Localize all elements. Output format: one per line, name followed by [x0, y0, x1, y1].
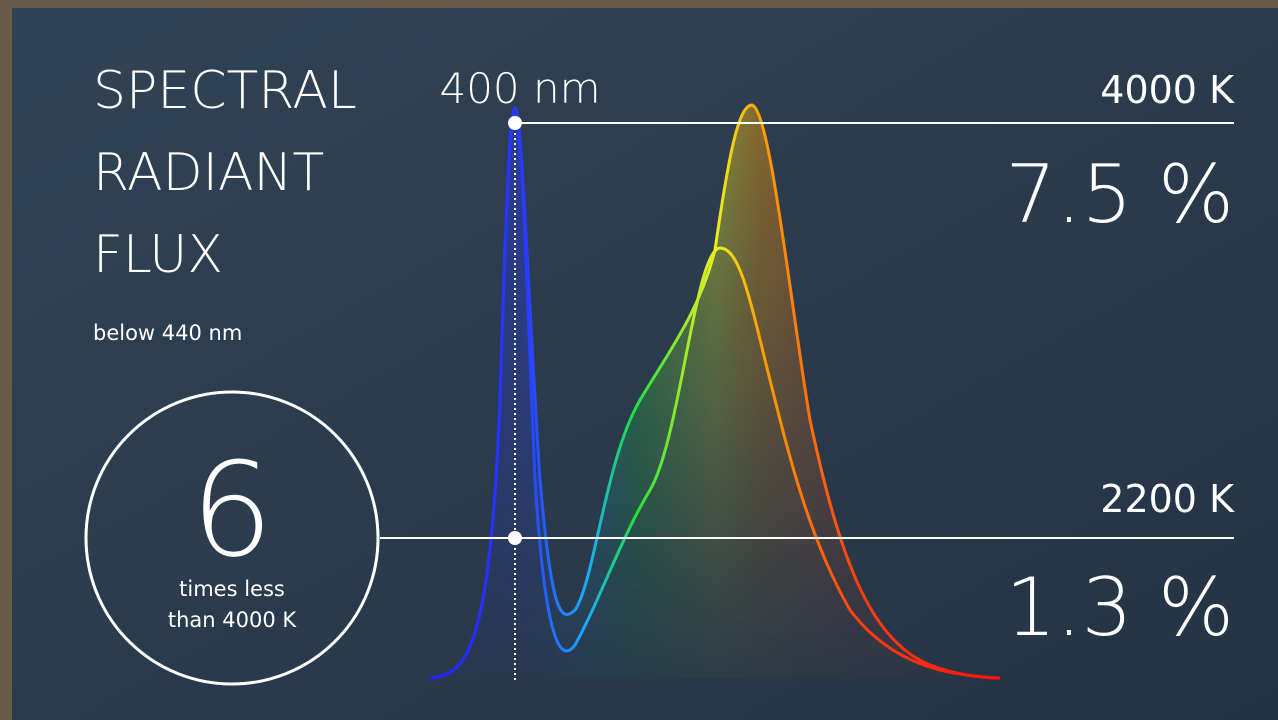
comparison-caption: than 4000 K — [168, 608, 298, 632]
row-value: 7.5 % — [1005, 148, 1234, 241]
spectrum-2200k — [429, 113, 1001, 680]
title-line: SPECTRAL — [93, 61, 357, 121]
row-label: 2200 K — [1100, 477, 1235, 521]
comparison-caption: times less — [179, 577, 285, 601]
comparison-circle — [84, 390, 380, 686]
marker-dot — [508, 116, 522, 130]
spectrum — [429, 103, 1001, 680]
marker-label: 400 nm — [439, 64, 600, 113]
title-line: RADIANT — [93, 143, 324, 203]
marker-dot — [508, 531, 522, 545]
comparison-number: 6 — [191, 434, 274, 586]
row-label: 4000 K — [1100, 68, 1235, 112]
title-line: FLUX — [93, 225, 223, 285]
spectrum-fill-4000k — [430, 105, 1000, 678]
row-value: 1.3 % — [1005, 561, 1234, 654]
subtitle: below 440 nm — [93, 321, 242, 345]
